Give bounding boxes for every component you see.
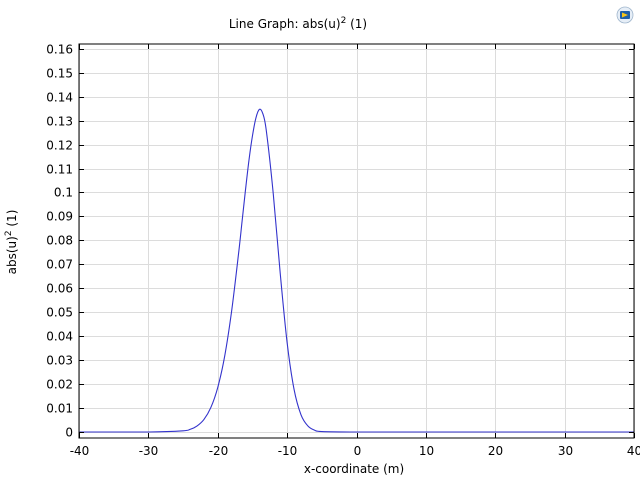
x-tick-label: 10 <box>419 444 434 458</box>
x-tick-label: -40 <box>70 444 90 458</box>
chart-title-suffix: (1) <box>346 17 367 31</box>
y-tick-label: 0.09 <box>46 210 73 224</box>
y-tick-label: 0.06 <box>46 282 73 296</box>
series-layer <box>78 108 634 433</box>
y-tick-label: 0.04 <box>46 330 73 344</box>
y-tick-label: 0.13 <box>46 115 73 129</box>
y-axis-label-superscript: 2 <box>4 230 14 236</box>
x-tick-label: 20 <box>488 444 503 458</box>
y-axis-label-main: abs(u) <box>5 236 19 274</box>
y-tick-label: 0.15 <box>46 67 73 81</box>
y-tick-label: 0.1 <box>54 186 73 200</box>
y-tick-label: 0.12 <box>46 139 73 153</box>
y-axis-ticks: 0 0.01 0.02 0.03 0.04 0.05 0.06 0.07 0.08 0.09 0.1… <box>46 43 634 440</box>
y-tick-label: 0 <box>65 426 73 440</box>
y-tick-label: 0.07 <box>46 258 73 272</box>
x-tick-label: 0 <box>354 444 362 458</box>
chart-title-superscript: 2 <box>341 16 347 26</box>
y-tick-label: 0.01 <box>46 402 73 416</box>
y-tick-label: 0.05 <box>46 306 73 320</box>
series-line <box>78 108 634 433</box>
x-tick-label: 30 <box>558 444 573 458</box>
y-axis-label: abs(u)2 (1) <box>4 210 19 275</box>
y-tick-label: 0.08 <box>46 234 73 248</box>
x-tick-label: 40 <box>627 444 640 458</box>
chart-title-main: Line Graph: abs(u) <box>229 17 341 31</box>
x-axis-label: x-coordinate (m) <box>304 462 404 476</box>
x-tick-label: -10 <box>278 444 298 458</box>
x-tick-label: -20 <box>209 444 229 458</box>
y-tick-label: 0.03 <box>46 354 73 368</box>
y-tick-label: 0.11 <box>46 163 73 177</box>
grid-lines <box>79 44 635 438</box>
y-tick-label: 0.02 <box>46 378 73 392</box>
x-axis-ticks: -40 -30 -20 -10 0 10 20 30 40 <box>70 44 640 458</box>
x-tick-label: -30 <box>139 444 159 458</box>
y-tick-label: 0.16 <box>46 43 73 57</box>
comsol-logo-icon[interactable] <box>616 6 634 24</box>
y-axis-label-suffix: (1) <box>5 210 19 231</box>
y-tick-label: 0.14 <box>46 91 73 105</box>
chart-title: Line Graph: abs(u)2 (1) <box>229 16 367 31</box>
